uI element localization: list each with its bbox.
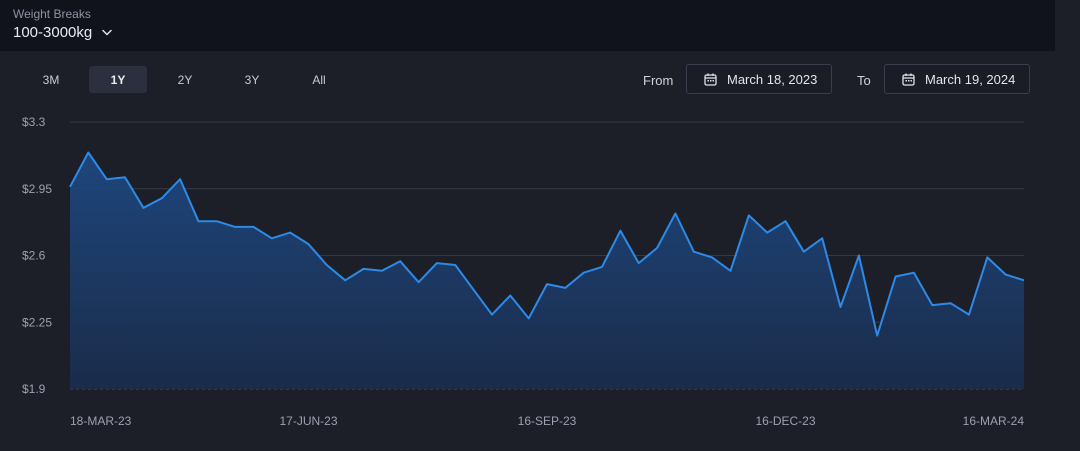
range-selector: 3M 1Y 2Y 3Y All xyxy=(22,66,357,93)
x-tick-label: 16-DEC-23 xyxy=(755,414,815,428)
price-chart: $3.3 $2.95 $2.6 $2.25 $1.9 18-MAR-23 17-JUN-2… xyxy=(22,115,1025,428)
weight-breaks-label: Weight Breaks xyxy=(13,7,91,21)
to-date-picker[interactable]: March 19, 2024 xyxy=(884,64,1030,94)
range-button-all[interactable]: All xyxy=(312,72,326,87)
x-tick-label: 16-MAR-24 xyxy=(963,414,1025,428)
chevron-down-icon xyxy=(102,29,112,36)
from-date-value: March 18, 2023 xyxy=(727,71,818,87)
from-date-picker[interactable]: March 18, 2023 xyxy=(686,64,832,94)
y-tick-label: $3.3 xyxy=(22,115,46,129)
to-date-value: March 19, 2024 xyxy=(925,71,1016,87)
weight-break-select[interactable]: 100-3000kg xyxy=(13,24,112,41)
x-tick-label: 16-SEP-23 xyxy=(518,414,577,428)
y-tick-label: $2.6 xyxy=(22,249,46,263)
from-label: From xyxy=(643,73,674,88)
range-button-3y[interactable]: 3Y xyxy=(244,72,260,87)
y-tick-label: $2.95 xyxy=(22,182,52,196)
y-tick-label: $1.9 xyxy=(22,382,46,396)
header-bar: Weight Breaks 100-3000kg xyxy=(0,0,1055,51)
area-fill xyxy=(70,152,1024,389)
to-label: To xyxy=(857,73,871,88)
x-tick-label: 18-MAR-23 xyxy=(70,414,132,428)
y-tick-label: $2.25 xyxy=(22,315,52,329)
y-axis-ticks: $3.3 $2.95 $2.6 $2.25 $1.9 xyxy=(22,115,52,396)
series-area xyxy=(70,152,1024,389)
calendar-icon xyxy=(902,73,915,86)
weight-break-value: 100-3000kg xyxy=(13,24,93,41)
range-button-3m[interactable]: 3M xyxy=(42,72,60,87)
x-axis-ticks: 18-MAR-23 17-JUN-23 16-SEP-23 16-DEC-23 16-M… xyxy=(70,414,1024,428)
series-line xyxy=(69,151,1025,337)
range-button-1y[interactable]: 1Y xyxy=(89,66,147,93)
range-button-2y[interactable]: 2Y xyxy=(177,72,193,87)
calendar-icon xyxy=(704,73,717,86)
x-tick-label: 17-JUN-23 xyxy=(279,414,337,428)
price-line xyxy=(69,151,1025,337)
